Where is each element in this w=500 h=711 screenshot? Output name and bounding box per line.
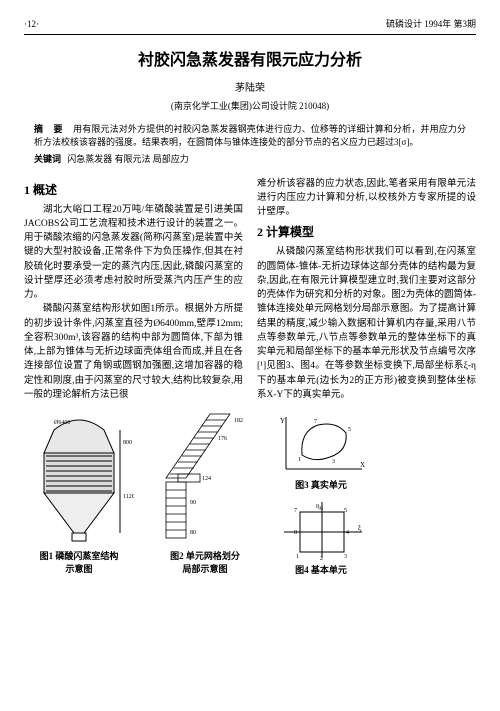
left-column: 1 概述 湖北大峪口工程20万吨/年磷酸装置是引进美国JACOBS公司工艺流程和… xyxy=(24,177,243,403)
section-2-para-1: 从磷酸闪蒸室结构形状我们可以看到,在闪蒸室的圆筒体-锥体-无折边球体这部分壳体的… xyxy=(257,245,476,402)
svg-text:ξ: ξ xyxy=(358,524,361,532)
figure-2: 182 176 124 90 80 图2 单元网格划分 局部示意图 xyxy=(140,408,270,576)
svg-text:80: 80 xyxy=(190,530,196,536)
svg-text:X: X xyxy=(360,461,365,469)
abstract-label: 摘 要 xyxy=(34,124,67,134)
section-1-heading: 1 概述 xyxy=(24,181,243,199)
real-element-icon: X Y 1 3 5 7 xyxy=(276,413,366,477)
svg-text:3: 3 xyxy=(344,554,347,560)
figure-1: Ø6400 800 11200 图1 磷酸闪蒸室结构 示意图 xyxy=(24,408,134,576)
svg-text:4: 4 xyxy=(346,530,349,536)
journal-info: 硫磷设计 1994年 第3期 xyxy=(386,18,476,32)
svg-text:1: 1 xyxy=(298,457,301,463)
svg-text:5: 5 xyxy=(344,508,347,514)
svg-text:2: 2 xyxy=(320,556,323,562)
figure-1-caption: 图1 磷酸闪蒸室结构 xyxy=(40,551,119,563)
page-header: ·12· 硫磷设计 1994年 第3期 xyxy=(24,18,476,35)
abstract: 摘 要 用有限元法对外方提供的衬胶闪急蒸发器钢壳体进行应力、位移等的详细计算和分… xyxy=(34,123,466,149)
figure-3: X Y 1 3 5 7 图3 真实单元 xyxy=(276,413,366,492)
svg-text:1: 1 xyxy=(296,554,299,560)
svg-text:Ø6400: Ø6400 xyxy=(54,420,70,426)
body-columns: 1 概述 湖北大峪口工程20万吨/年磷酸装置是引进美国JACOBS公司工艺流程和… xyxy=(24,177,476,403)
svg-text:7: 7 xyxy=(314,419,317,425)
svg-text:Y: Y xyxy=(280,417,285,425)
svg-text:176: 176 xyxy=(218,436,227,442)
keywords: 关键词 闪急蒸发器 有限元法 局部应力 xyxy=(34,153,466,167)
svg-text:3: 3 xyxy=(332,459,335,465)
figure-4: ξ η 1 2 3 4 5 6 7 8 图4 基本单元 xyxy=(276,498,366,577)
svg-text:5: 5 xyxy=(348,427,351,433)
section-1-para-2: 磷酸闪蒸室结构形状如图1所示。根据外方所提的初步设计条件,闪蒸室直径为Ø6400… xyxy=(24,302,243,402)
svg-text:6: 6 xyxy=(320,506,323,512)
figure-1-subcaption: 示意图 xyxy=(65,563,92,577)
svg-text:182: 182 xyxy=(234,418,243,424)
page-number: ·12· xyxy=(24,18,39,32)
mesh-diagram-icon: 182 176 124 90 80 xyxy=(140,408,270,548)
right-column: 难分析该容器的应力状态,因此,笔者采用有限单元法进行内压应力计算和分析,以校核外… xyxy=(257,177,476,403)
figure-2-subcaption: 局部示意图 xyxy=(182,563,227,577)
figure-4-caption: 图4 基本单元 xyxy=(295,565,347,577)
svg-text:11200: 11200 xyxy=(123,494,134,500)
figure-3-caption: 图3 真实单元 xyxy=(295,480,347,492)
author-name: 茅陆荣 xyxy=(24,81,476,96)
article-title: 衬胶闪急蒸发器有限元应力分析 xyxy=(24,49,476,73)
section-1-para-2b: 难分析该容器的应力状态,因此,笔者采用有限单元法进行内压应力计算和分析,以校核外… xyxy=(257,177,476,220)
svg-text:8: 8 xyxy=(294,530,297,536)
abstract-text: 用有限元法对外方提供的衬胶闪急蒸发器钢壳体进行应力、位移等的详细计算和分析，并用… xyxy=(34,124,466,147)
figures-row: Ø6400 800 11200 图1 磷酸闪蒸室结构 示意图 xyxy=(24,408,476,576)
svg-text:7: 7 xyxy=(294,508,297,514)
keywords-text: 闪急蒸发器 有限元法 局部应力 xyxy=(67,154,189,164)
author-affiliation: (南京化学工业(集团)公司设计院 210048) xyxy=(24,100,476,114)
base-element-icon: ξ η 1 2 3 4 5 6 7 8 xyxy=(276,498,366,562)
figures-3-4: X Y 1 3 5 7 图3 真实单元 ξ η 1 2 xyxy=(276,413,366,576)
svg-text:90: 90 xyxy=(190,500,196,506)
section-1-para-1: 湖北大峪口工程20万吨/年磷酸装置是引进美国JACOBS公司工艺流程和技术进行设… xyxy=(24,203,243,303)
svg-text:124: 124 xyxy=(202,476,211,482)
section-2-heading: 2 计算模型 xyxy=(257,223,476,241)
figure-2-caption: 图2 单元网格划分 xyxy=(170,551,240,563)
vessel-diagram-icon: Ø6400 800 11200 xyxy=(24,408,134,548)
svg-text:800: 800 xyxy=(123,440,132,446)
keywords-label: 关键词 xyxy=(34,154,61,164)
